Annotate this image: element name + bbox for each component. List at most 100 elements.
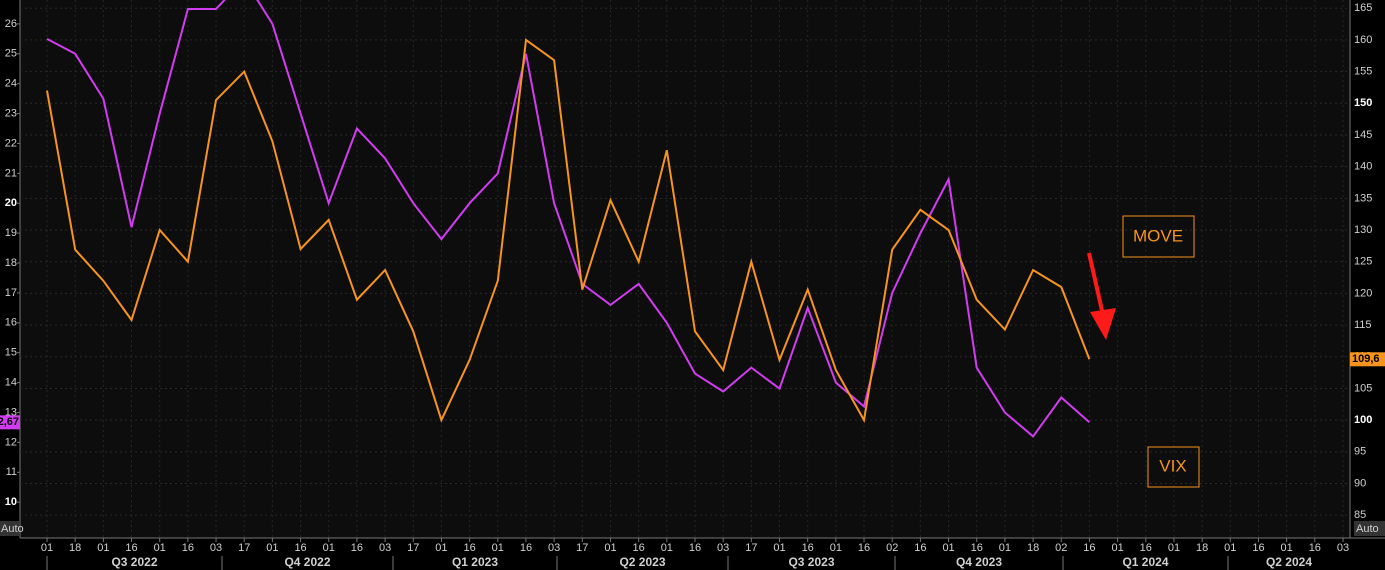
x-tick-label: 16 bbox=[125, 542, 137, 554]
quarter-label: Q4 2022 bbox=[284, 555, 330, 569]
y2-tick-label: 150 bbox=[1354, 97, 1372, 109]
x-tick-label: 01 bbox=[773, 542, 785, 554]
y-tick-label: 23 bbox=[5, 107, 17, 119]
x-tick-label: 03 bbox=[1337, 542, 1349, 554]
y2-tick-label: 95 bbox=[1354, 446, 1366, 458]
y-tick-label: 17 bbox=[5, 287, 17, 299]
axis-mode-box[interactable] bbox=[0, 521, 19, 536]
y-tick-label: 10 bbox=[5, 496, 17, 508]
x-tick-label: 16 bbox=[1140, 542, 1152, 554]
y2-tick-label: 125 bbox=[1354, 256, 1372, 268]
y2-tick-label: 105 bbox=[1354, 382, 1372, 394]
x-tick-label: 16 bbox=[689, 542, 701, 554]
y-tick-label: 22 bbox=[5, 137, 17, 149]
y2-tick-label: 130 bbox=[1354, 224, 1372, 236]
x-tick-label: 01 bbox=[97, 542, 109, 554]
y2-tick-label: 85 bbox=[1354, 509, 1366, 521]
x-tick-label: 16 bbox=[971, 542, 983, 554]
x-tick-label: 03 bbox=[548, 542, 560, 554]
y2-tick-label: 160 bbox=[1354, 34, 1372, 46]
y-tick-label: 12 bbox=[5, 436, 17, 448]
x-tick-label: 16 bbox=[633, 542, 645, 554]
x-tick-label: 01 bbox=[604, 542, 616, 554]
x-tick-label: 03 bbox=[379, 542, 391, 554]
quarter-label: Q4 2023 bbox=[956, 555, 1002, 569]
x-tick-label: 01 bbox=[154, 542, 166, 554]
last-value-box bbox=[1350, 352, 1385, 367]
y2-tick-label: 100 bbox=[1354, 414, 1372, 426]
quarter-label: Q1 2024 bbox=[1122, 555, 1168, 569]
x-tick-label: 01 bbox=[1281, 542, 1293, 554]
y-tick-label: 26 bbox=[5, 18, 17, 30]
x-tick-label: 03 bbox=[717, 542, 729, 554]
x-tick-label: 01 bbox=[830, 542, 842, 554]
y-tick-label: 25 bbox=[5, 48, 17, 60]
y-tick-label: 14 bbox=[5, 376, 17, 388]
x-tick-label: 16 bbox=[294, 542, 306, 554]
x-tick-label: 18 bbox=[1027, 542, 1039, 554]
last-value-label: 109,6 bbox=[1352, 353, 1380, 365]
y-tick-label: 18 bbox=[5, 257, 17, 269]
annotation-box bbox=[1122, 215, 1195, 258]
y2-tick-label: 135 bbox=[1354, 192, 1372, 204]
quarter-label: Q1 2023 bbox=[452, 555, 498, 569]
x-tick-label: 17 bbox=[407, 542, 419, 554]
y2-tick-label: 120 bbox=[1354, 287, 1372, 299]
y-tick-label: 24 bbox=[5, 78, 17, 90]
x-tick-label: 18 bbox=[1196, 542, 1208, 554]
x-tick-label: 17 bbox=[238, 542, 250, 554]
y2-tick-label: 115 bbox=[1354, 319, 1372, 331]
x-tick-label: 16 bbox=[1252, 542, 1264, 554]
y-tick-label: 15 bbox=[5, 347, 17, 359]
quarter-label: Q2 2024 bbox=[1266, 555, 1312, 569]
x-tick-label: 17 bbox=[576, 542, 588, 554]
axis-mode-label[interactable]: Auto bbox=[1, 523, 24, 535]
x-tick-label: 16 bbox=[463, 542, 475, 554]
quarter-label: Q3 2022 bbox=[111, 555, 157, 569]
x-tick-label: 16 bbox=[351, 542, 363, 554]
x-tick-label: 01 bbox=[1224, 542, 1236, 554]
x-tick-label: 16 bbox=[914, 542, 926, 554]
y-tick-label: 21 bbox=[5, 167, 17, 179]
y2-tick-label: 155 bbox=[1354, 66, 1372, 78]
last-value-label: 12,67 bbox=[0, 416, 19, 428]
x-tick-label: 16 bbox=[1309, 542, 1321, 554]
y2-tick-label: 90 bbox=[1354, 477, 1366, 489]
x-tick-label: 16 bbox=[520, 542, 532, 554]
x-tick-label: 01 bbox=[266, 542, 278, 554]
x-tick-label: 01 bbox=[435, 542, 447, 554]
y-tick-label: 16 bbox=[5, 317, 17, 329]
axis-mode-box[interactable] bbox=[1354, 521, 1385, 536]
annotation: MOVE bbox=[1133, 226, 1183, 245]
last-value-box bbox=[0, 415, 20, 430]
x-tick-label: 01 bbox=[661, 542, 673, 554]
axis-mode-label[interactable]: Auto bbox=[1356, 523, 1379, 535]
y2-tick-label: 145 bbox=[1354, 129, 1372, 141]
x-tick-label: 16 bbox=[802, 542, 814, 554]
x-tick-label: 01 bbox=[41, 542, 53, 554]
x-tick-label: 03 bbox=[210, 542, 222, 554]
y-tick-label: 19 bbox=[5, 227, 17, 239]
x-tick-label: 02 bbox=[886, 542, 898, 554]
x-tick-label: 16 bbox=[1083, 542, 1095, 554]
y2-tick-label: 140 bbox=[1354, 161, 1372, 173]
x-tick-label: 16 bbox=[858, 542, 870, 554]
x-tick-label: 16 bbox=[182, 542, 194, 554]
quarter-label: Q2 2023 bbox=[619, 555, 665, 569]
y-tick-label: 11 bbox=[6, 466, 17, 478]
annotation-box bbox=[1147, 446, 1200, 488]
x-tick-label: 17 bbox=[745, 542, 757, 554]
quarter-label: Q3 2023 bbox=[788, 555, 834, 569]
y-tick-label: 20 bbox=[5, 197, 17, 209]
x-tick-label: 18 bbox=[69, 542, 81, 554]
x-tick-label: 01 bbox=[323, 542, 335, 554]
series-line bbox=[46, 38, 1091, 424]
x-tick-label: 01 bbox=[1168, 542, 1180, 554]
x-tick-label: 01 bbox=[492, 542, 504, 554]
x-tick-label: 01 bbox=[999, 542, 1011, 554]
annotation: VIX bbox=[1159, 456, 1186, 475]
series-line bbox=[46, 0, 1091, 438]
x-tick-label: 02 bbox=[1055, 542, 1067, 554]
x-tick-label: 01 bbox=[942, 542, 954, 554]
